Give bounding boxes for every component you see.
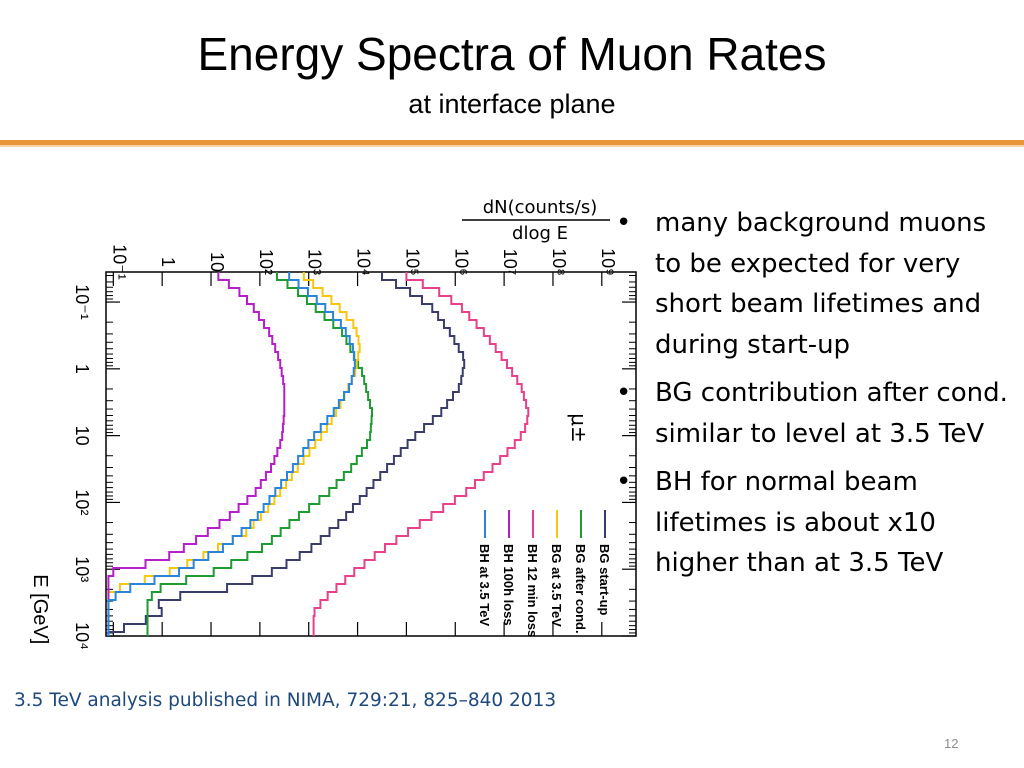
energy-tick-label: 1 [72, 364, 92, 374]
bullet-symbol: • [616, 208, 632, 238]
legend-label: BH at 3.5 TeV [477, 544, 492, 626]
legend-label: BH 100h loss [501, 544, 516, 626]
rate-tick-label: 10⁸ [549, 248, 569, 276]
bullet-item: • BG contribution after cond. similar to… [612, 373, 1017, 454]
rate-tick-label: 10² [256, 249, 276, 275]
bullet-symbol: • [616, 467, 632, 497]
series-line [107, 272, 466, 636]
rate-tick-label: 10⁻¹ [109, 244, 129, 280]
page-number: 12 [944, 736, 959, 751]
energy-tick-label: 10⁴ [72, 622, 92, 650]
bullet-item: • BH for normal beam lifetimes is about … [612, 462, 1017, 584]
bullet-symbol: • [616, 378, 632, 408]
bullet-text: BH for normal beam lifetimes is about x1… [655, 467, 944, 578]
series-line [146, 272, 373, 636]
rate-tick-label: 10⁷ [500, 249, 520, 276]
rate-tick-label: 1 [158, 257, 178, 267]
series-line [107, 272, 286, 636]
rate-tick-label: 10⁵ [402, 248, 422, 275]
bullet-list: • many background muons to be expected f… [612, 203, 1017, 592]
rate-axis-label-denominator: dlog E [512, 223, 568, 244]
citation-footer: 3.5 TeV analysis published in NIMA, 729:… [14, 690, 557, 711]
particle-label: μ± [567, 413, 591, 442]
rate-tick-label: 10³ [305, 249, 325, 275]
rate-tick-label: 10 [207, 252, 227, 272]
energy-axis-label: E [GeV] [29, 574, 51, 644]
series-line [107, 272, 356, 636]
rate-tick-label: 10⁶ [451, 248, 471, 275]
series-line [107, 272, 361, 636]
title-divider [0, 140, 1024, 145]
energy-tick-label: 10³ [72, 556, 92, 582]
energy-tick-label: 10² [72, 489, 92, 515]
title-divider-shadow [0, 145, 1024, 147]
bullet-item: • many background muons to be expected f… [612, 203, 1017, 365]
muon-energy-spectrum-chart: 10⁻¹ 1 10 10² 10³ 10⁴ 10⁻¹ 1 10 10² 10³ 10⁴ 10⁵ 10⁶ 10… [29, 197, 637, 650]
rate-axis-label-numerator: dN(counts/s) [483, 197, 598, 218]
legend-label: BH 12 min loss [525, 544, 540, 637]
slide-title: Energy Spectra of Muon Rates [197, 28, 827, 80]
energy-tick-label: 10 [72, 426, 92, 446]
energy-tick-label: 10⁻¹ [72, 284, 92, 320]
rate-tick-label: 10⁴ [354, 248, 374, 276]
plot-frame [105, 271, 637, 637]
slide-subtitle: at interface plane [408, 89, 616, 119]
bullet-text: BG contribution after cond. similar to l… [655, 378, 1008, 449]
legend-label: BG start-up [597, 544, 612, 616]
bullet-text: many background muons to be expected for… [655, 208, 987, 360]
rate-tick-label: 10⁹ [598, 248, 618, 276]
series-line [312, 272, 530, 636]
legend-label: BG at 3.5 TeV [549, 544, 564, 627]
legend-label: BG after cond. [573, 544, 588, 634]
